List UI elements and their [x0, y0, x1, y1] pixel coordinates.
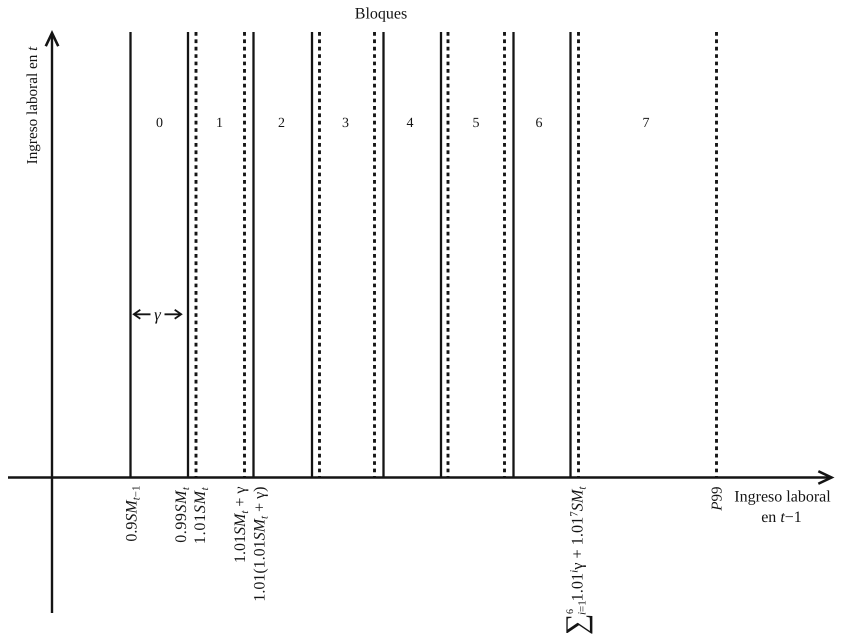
svg-text:1: 1: [216, 116, 223, 131]
svg-text:i=1: i=1: [577, 600, 589, 615]
svg-text:1.01(1.01SMt + γ): 1.01(1.01SMt + γ): [252, 487, 271, 602]
svg-text:2: 2: [278, 116, 285, 131]
svg-text:P99: P99: [710, 487, 726, 512]
svg-text:5: 5: [473, 116, 480, 131]
svg-text:3: 3: [342, 116, 349, 131]
svg-text:1.01SMt + γ: 1.01SMt + γ: [232, 487, 251, 563]
svg-text:Ingreso laboral en t: Ingreso laboral en t: [24, 46, 41, 164]
svg-text:γ: γ: [154, 305, 162, 324]
svg-text:1.01SMt: 1.01SMt: [192, 486, 211, 544]
svg-text:4: 4: [407, 116, 414, 131]
svg-text:7: 7: [643, 116, 650, 131]
svg-text:en t−1: en t−1: [761, 509, 802, 526]
svg-text:0: 0: [156, 116, 163, 131]
svg-text:Bloques: Bloques: [355, 6, 407, 23]
svg-text:0.99SMt: 0.99SMt: [173, 486, 192, 543]
svg-text:Ingreso laboral: Ingreso laboral: [734, 489, 831, 506]
svg-text:6: 6: [536, 116, 543, 131]
svg-text:1.01iγ + 1.017SMt: 1.01iγ + 1.017SMt: [567, 486, 588, 602]
svg-text:6: 6: [565, 609, 576, 614]
svg-text:∑: ∑: [560, 614, 593, 635]
